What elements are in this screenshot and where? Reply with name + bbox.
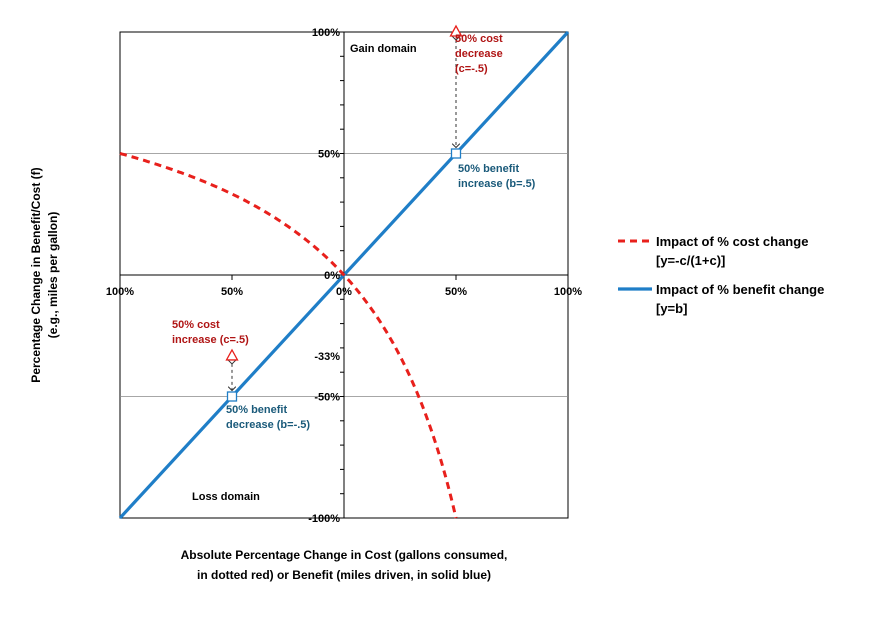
x-tick-label: 100% (106, 286, 134, 298)
y-tick-label: -100% (308, 513, 340, 525)
series-layer (118, 30, 570, 520)
y-axis-title-line-1: (e.g., miles per gallon) (46, 212, 60, 339)
y-axis-title: Percentage Change in Benefit/Cost (f) (e.… (29, 167, 60, 382)
annotation-0-line-0: 50% cost (455, 33, 503, 45)
y-tick-label: -50% (314, 392, 340, 404)
legend-label-cost-0: Impact of % cost change (656, 234, 808, 249)
tick-labels: 100% 50% 0% 50% 100% 100% 50% 0% -33% -50% -100% (106, 27, 582, 525)
annotation-layer: 50% cost decrease (c=-.5) 50% benefit increa… (172, 33, 536, 503)
x-tick-label: 0% (336, 286, 352, 298)
y-tick-label: -33% (314, 351, 340, 363)
y-tick-label: 100% (312, 27, 340, 39)
marker-square-1 (450, 148, 462, 159)
annotation-3-line-1: decrease (b=-.5) (226, 419, 310, 431)
series-line-cost (119, 152, 458, 519)
legend-label-benefit-1: [y=b] (656, 301, 687, 316)
annotation-1-line-1: increase (b=.5) (458, 178, 536, 190)
legend: Impact of % cost change [y=-c/(1+c)] Impac… (618, 234, 824, 316)
annotation-0-line-1: decrease (455, 48, 503, 60)
annotation-5-line-0: Loss domain (192, 491, 260, 503)
marker-layer (225, 24, 463, 402)
x-tick-label: 100% (554, 286, 582, 298)
legend-label-benefit-0: Impact of % benefit change (656, 282, 824, 297)
axis-titles: Absolute Percentage Change in Cost (gall… (29, 167, 507, 582)
marker-triangle-0 (449, 24, 463, 37)
y-axis-title-line-0: Percentage Change in Benefit/Cost (f) (29, 167, 43, 382)
y-tick-label: 0% (324, 270, 340, 282)
y-tick-label: 50% (318, 149, 340, 161)
x-axis-title-line-1: in dotted red) or Benefit (miles driven,… (197, 568, 491, 582)
arrow-layer (232, 40, 456, 391)
annotation-4-line-0: Gain domain (350, 43, 417, 55)
annotation-1-line-0: 50% benefit (458, 163, 519, 175)
annotation-3-line-0: 50% benefit (226, 404, 287, 416)
legend-label-cost-1: [y=-c/(1+c)] (656, 253, 725, 268)
x-tick-label: 50% (221, 286, 243, 298)
x-axis-title-line-0: Absolute Percentage Change in Cost (gall… (181, 548, 508, 562)
annotation-2-line-0: 50% cost (172, 319, 220, 331)
marker-triangle-2 (225, 348, 239, 361)
annotation-0-line-2: (c=-.5) (455, 63, 488, 75)
marker-square-3 (226, 391, 238, 402)
annotation-2-line-1: increase (c=.5) (172, 334, 249, 346)
x-tick-label: 50% (445, 286, 467, 298)
